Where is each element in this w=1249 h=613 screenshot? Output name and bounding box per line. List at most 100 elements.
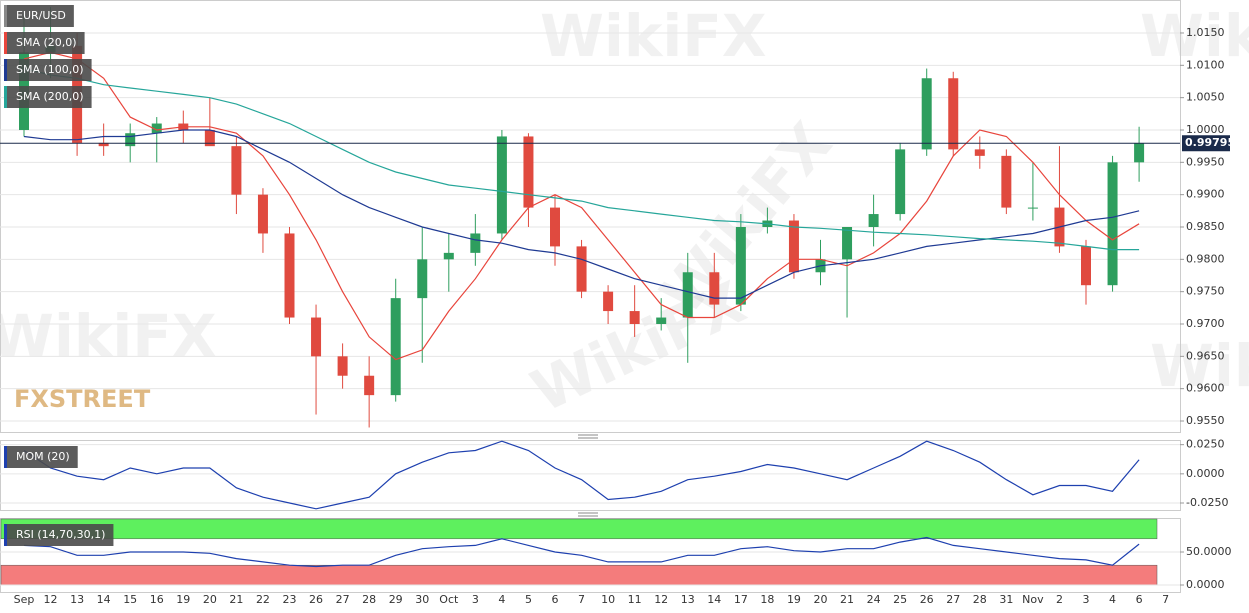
candle-body (682, 272, 693, 318)
x-tick-label: 14 (707, 593, 721, 606)
candle-body (842, 226, 853, 260)
y-tick-label: 50.0000 (1186, 545, 1232, 558)
legend-item: SMA (20,0) (4, 32, 85, 54)
x-tick-label: 6 (552, 593, 559, 606)
x-tick-label: 18 (760, 593, 774, 606)
y-tick-label: 0.9950 (1186, 155, 1225, 168)
candle-body (603, 291, 614, 312)
candle-body (1001, 155, 1012, 208)
x-tick-label: 6 (1136, 593, 1143, 606)
candle-body (98, 142, 109, 147)
x-tick-label: 16 (150, 593, 164, 606)
logo: FXSTREET (14, 385, 151, 413)
y-tick-label: 0.0000 (1186, 467, 1225, 480)
candle-body (417, 259, 428, 299)
x-tick-label: 22 (256, 593, 270, 606)
zone (0, 518, 1158, 540)
x-tick-label: 13 (70, 593, 84, 606)
sma-line (23, 129, 1140, 299)
candle-body (974, 149, 985, 156)
sma-line (23, 51, 1140, 361)
last-price-label: 0.99795 (1185, 136, 1235, 149)
x-tick-label: 20 (203, 593, 217, 606)
y-tick-label: 1.0000 (1186, 123, 1225, 136)
candle-body (523, 136, 534, 208)
watermark: WikiFX (1140, 2, 1249, 70)
candle-body (895, 149, 906, 215)
watermark: WikiFX (0, 302, 217, 370)
legend-item: EUR/USD (4, 5, 74, 27)
candle-body (1134, 143, 1145, 163)
candle-body (257, 194, 268, 234)
y-tick-label: 0.9850 (1186, 220, 1225, 233)
y-tick-label: 0.9550 (1186, 414, 1225, 427)
candle-body (470, 233, 481, 253)
x-tick-label: 28 (973, 593, 987, 606)
x-tick-label: 14 (97, 593, 111, 606)
candle-body (550, 207, 560, 247)
candle-body (735, 226, 746, 305)
x-tick-label: 21 (229, 593, 243, 606)
x-tick-label: Oct (439, 593, 459, 606)
x-tick-label: 3 (472, 593, 479, 606)
y-tick-label: 1.0150 (1186, 26, 1225, 39)
x-tick-label: 17 (734, 593, 748, 606)
panel-frame (0, 0, 1181, 433)
x-tick-label: 20 (814, 593, 828, 606)
candle-body (656, 317, 667, 324)
candle-body (311, 317, 322, 357)
x-tick-label: 28 (362, 593, 376, 606)
y-tick-label: 0.9900 (1186, 188, 1225, 201)
zone (0, 564, 1158, 586)
legend-item: SMA (100,0) (4, 59, 92, 81)
candle-body (576, 246, 587, 292)
legend-label: SMA (100,0) (16, 63, 84, 76)
candle-body (1081, 246, 1091, 286)
legend-swatch (4, 5, 7, 27)
y-tick-label: 0.9650 (1186, 349, 1225, 362)
legend-label: SMA (200,0) (16, 90, 84, 103)
sma-line (23, 68, 1140, 251)
y-tick-label: 0.0000 (1186, 578, 1225, 591)
legend-swatch (4, 86, 7, 108)
x-tick-label: 7 (578, 593, 585, 606)
legend-swatch (4, 59, 7, 81)
y-tick-label: 0.9600 (1186, 382, 1225, 395)
indicator-line (23, 536, 1140, 568)
y-tick-label: 1.0050 (1186, 91, 1225, 104)
legend-item: MOM (20) (4, 446, 78, 468)
candle-body (443, 252, 454, 260)
x-tick-label: 7 (1162, 593, 1169, 606)
watermark: WikiFX (540, 2, 767, 70)
legend-label: SMA (20,0) (16, 36, 77, 49)
candle-body (709, 272, 720, 305)
candle-body (948, 78, 959, 150)
x-tick-label: 2 (1056, 593, 1063, 606)
x-tick-label: 15 (123, 593, 137, 606)
candle-body (231, 146, 242, 195)
legend-box (4, 59, 92, 81)
legend-item: SMA (200,0) (4, 86, 92, 108)
legend-label: EUR/USD (16, 9, 66, 22)
legend-box (4, 5, 74, 27)
candle-body (337, 356, 348, 376)
x-tick-label: 31 (999, 593, 1013, 606)
candle-body (921, 78, 932, 150)
x-tick-label: 21 (840, 593, 854, 606)
candle-body (364, 375, 375, 396)
x-tick-label: Nov (1022, 593, 1044, 606)
y-tick-label: 0.9700 (1186, 317, 1225, 330)
legend-swatch (4, 446, 7, 468)
legend-swatch (4, 524, 7, 546)
legend-box (4, 446, 78, 468)
x-tick-label: 13 (681, 593, 695, 606)
panel-frame (0, 440, 1181, 511)
x-tick-label: 12 (44, 593, 58, 606)
x-tick-label: 27 (336, 593, 350, 606)
x-tick-label: 19 (176, 593, 190, 606)
x-tick-label: 25 (893, 593, 907, 606)
candle-body (629, 311, 640, 324)
legend-box (4, 86, 92, 108)
x-tick-label: 4 (498, 593, 505, 606)
